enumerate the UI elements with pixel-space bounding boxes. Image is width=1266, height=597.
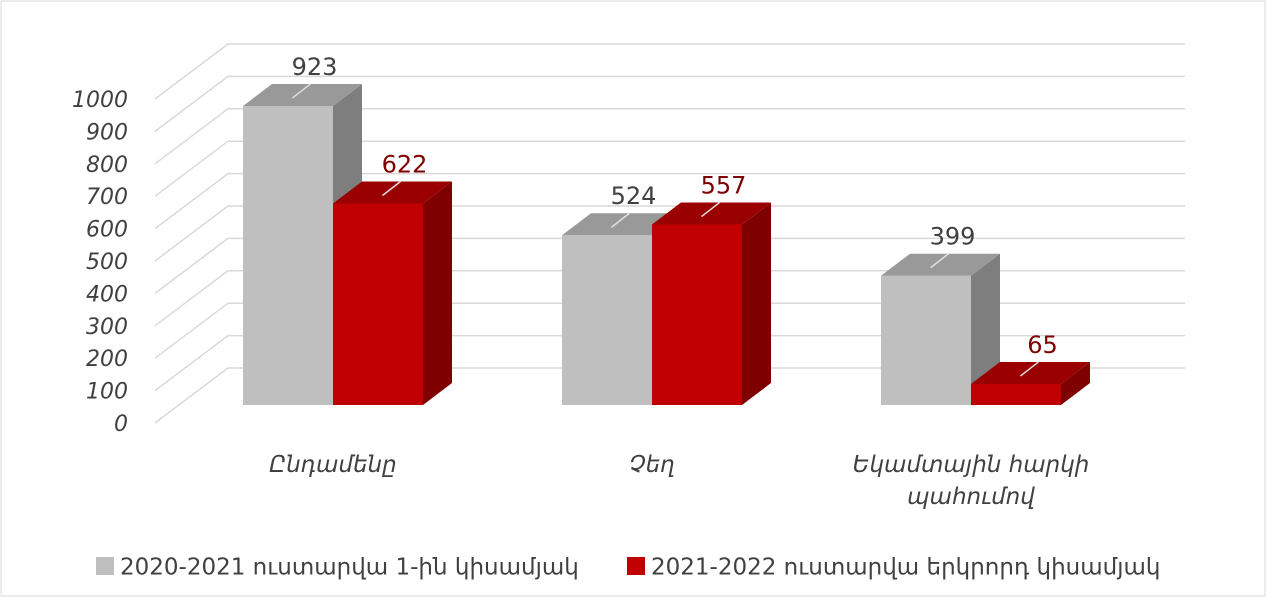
bar-face — [1061, 361, 1090, 405]
value-label: 399 — [930, 223, 976, 251]
grid-line — [154, 43, 1185, 100]
leader-line — [930, 253, 949, 269]
y-tick-label: 200 — [86, 347, 128, 372]
legend-label: 2020-2021 ուստարվա 1-ին կիսամյակ — [120, 555, 579, 581]
x-tick-label: Ընդամենը — [269, 452, 397, 478]
value-label: 622 — [382, 150, 428, 178]
grid-line — [154, 205, 1185, 262]
bar-face — [562, 213, 681, 236]
leader-line — [701, 201, 720, 218]
value-label: 524 — [611, 182, 657, 210]
value-label: 65 — [1027, 331, 1058, 359]
bar-face — [971, 361, 1090, 384]
bar — [333, 181, 452, 405]
bar-face — [423, 181, 452, 405]
y-tick-label: 0 — [114, 412, 128, 437]
y-tick-label: 500 — [86, 250, 128, 275]
legend-label: 2021-2022 ուստարվա երկրորդ կիսամյակ — [651, 555, 1160, 581]
grid-line — [154, 140, 1185, 197]
x-tick-label: Չեղ — [629, 452, 675, 478]
y-tick-label: 600 — [86, 218, 128, 243]
y-tick-label: 100 — [86, 380, 128, 405]
y-tick-label: 1000 — [72, 88, 128, 113]
bar — [971, 361, 1090, 405]
leader-line — [1020, 361, 1039, 377]
y-tick-label: 700 — [86, 185, 128, 210]
legend-swatch — [96, 557, 114, 575]
bar-face — [652, 224, 742, 405]
leader-line — [292, 83, 311, 99]
bar-face — [971, 383, 1061, 405]
grid-line — [154, 367, 1185, 424]
bar-face — [243, 105, 333, 405]
grid-line — [154, 75, 1185, 132]
leader-line — [382, 180, 401, 197]
y-tick-label: 400 — [86, 282, 128, 307]
bar — [652, 202, 771, 405]
bar — [881, 253, 1000, 405]
grid-line — [154, 237, 1185, 294]
grid-line — [154, 302, 1185, 359]
y-tick-label: 300 — [86, 315, 128, 340]
y-tick-label: 800 — [86, 153, 128, 178]
bar-face — [562, 235, 652, 405]
grid-line — [154, 270, 1185, 327]
bar-face — [333, 181, 452, 204]
bar-face — [971, 253, 1000, 405]
legend-swatch — [627, 557, 645, 575]
bar-face — [243, 83, 362, 106]
bar-face — [652, 202, 771, 225]
x-tick-label: Եկամտային հարկի պահումով — [852, 452, 1090, 510]
grid-line — [154, 172, 1185, 230]
bar-face — [333, 203, 423, 405]
leader-line — [611, 212, 630, 228]
bar-face — [742, 202, 771, 405]
y-tick-label: 900 — [86, 120, 128, 145]
grid-line — [154, 108, 1185, 165]
grid-line — [154, 334, 1185, 392]
bar-face — [881, 275, 971, 405]
value-label: 923 — [292, 53, 338, 81]
value-label: 557 — [701, 172, 747, 200]
bar-face — [881, 253, 1000, 276]
